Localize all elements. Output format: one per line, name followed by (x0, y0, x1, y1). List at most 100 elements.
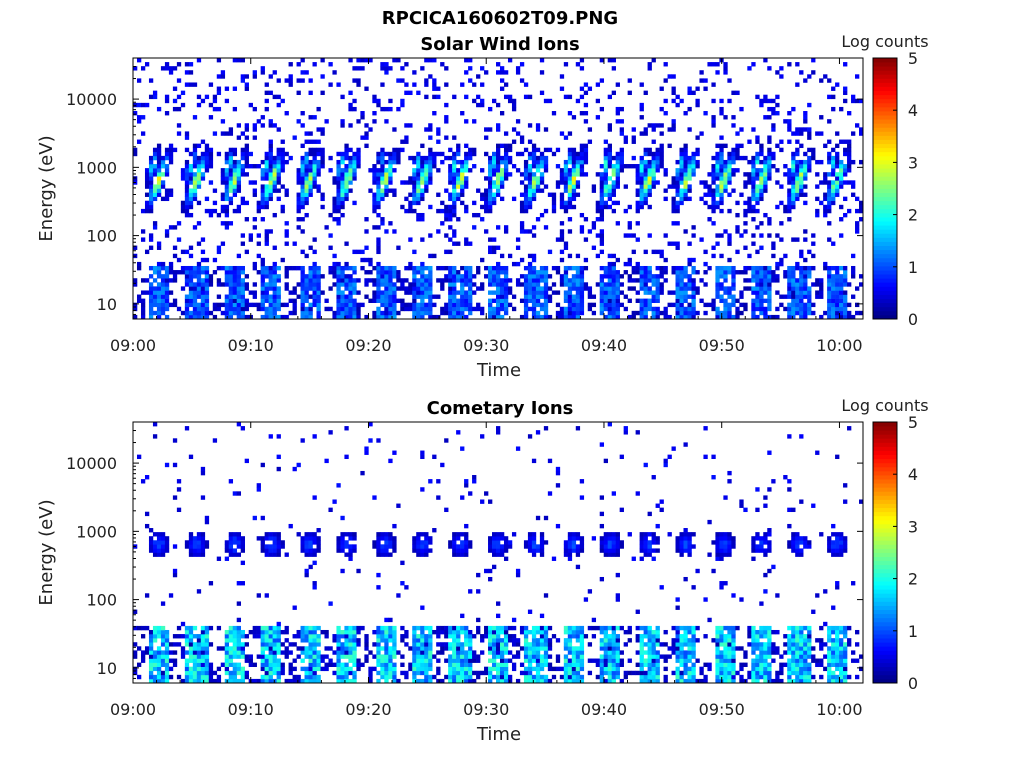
heatmap-cell (237, 544, 241, 548)
heatmap-cell (193, 225, 197, 229)
heatmap-cell (173, 495, 177, 499)
heatmap-cell (556, 266, 560, 270)
heatmap-cell (384, 540, 388, 544)
heatmap-cell (843, 274, 847, 278)
heatmap-cell (269, 176, 273, 180)
heatmap-cell (320, 131, 324, 135)
heatmap-cell (229, 630, 233, 634)
heatmap-cell (640, 180, 644, 184)
heatmap-cell (600, 299, 604, 303)
heatmap-cell (416, 213, 420, 217)
heatmap-cell (612, 254, 616, 258)
heatmap-cell (624, 140, 628, 144)
heatmap-cell (680, 274, 684, 278)
heatmap-cell (313, 262, 317, 266)
heatmap-cell (173, 303, 177, 307)
heatmap-cell (141, 237, 145, 241)
heatmap-cell (181, 634, 185, 638)
heatmap-cell (532, 225, 536, 229)
heatmap-cell (237, 646, 241, 650)
heatmap-cell (141, 626, 145, 630)
heatmap-cell (731, 270, 735, 274)
heatmap-cell (420, 311, 424, 315)
heatmap-cell (181, 103, 185, 107)
heatmap-cell (376, 168, 380, 172)
heatmap-cell (364, 123, 368, 127)
heatmap-cell (676, 286, 680, 290)
heatmap-cell (723, 144, 727, 148)
heatmap-cell (604, 164, 608, 168)
heatmap-cell (372, 168, 376, 172)
heatmap-cell (356, 659, 360, 663)
heatmap-cell (205, 520, 209, 524)
heatmap-cell (719, 152, 723, 156)
heatmap-cell (496, 311, 500, 315)
heatmap-cell (560, 250, 564, 254)
heatmap-cell (831, 295, 835, 299)
heatmap-cell (332, 205, 336, 209)
heatmap-cell (500, 299, 504, 303)
heatmap-cell (528, 95, 532, 99)
heatmap-cell (452, 184, 456, 188)
heatmap-cell (261, 205, 265, 209)
heatmap-cell (660, 160, 664, 164)
heatmap-cell (265, 536, 269, 540)
heatmap-cell (269, 119, 273, 123)
heatmap-cell (261, 626, 265, 630)
heatmap-cell (309, 540, 313, 544)
heatmap-cell (241, 58, 245, 62)
heatmap-cell (616, 172, 620, 176)
heatmap-cell (819, 180, 823, 184)
heatmap-cell (624, 307, 628, 311)
heatmap-cell (285, 646, 289, 650)
heatmap-cell (348, 630, 352, 634)
heatmap-cell (835, 131, 839, 135)
heatmap-cell (819, 201, 823, 205)
colorbar-tick-label: 2 (908, 206, 918, 225)
heatmap-cell (177, 270, 181, 274)
heatmap-cell (456, 160, 460, 164)
heatmap-cell (544, 148, 548, 152)
heatmap-cell (165, 274, 169, 278)
colorbar-segment (873, 274, 897, 278)
heatmap-cell (656, 250, 660, 254)
heatmap-cell (197, 638, 201, 642)
heatmap-cell (544, 209, 548, 213)
heatmap-cell (149, 78, 153, 82)
heatmap-cell (799, 168, 803, 172)
heatmap-cell (364, 229, 368, 233)
heatmap-cell (504, 290, 508, 294)
heatmap-cell (763, 58, 767, 62)
heatmap-cell (767, 164, 771, 168)
heatmap-cell (313, 115, 317, 119)
heatmap-cell (177, 626, 181, 630)
heatmap-cell (572, 180, 576, 184)
heatmap-cell (500, 180, 504, 184)
heatmap-cell (368, 299, 372, 303)
heatmap-cell (344, 172, 348, 176)
heatmap-cell (528, 282, 532, 286)
heatmap-cell (420, 646, 424, 650)
heatmap-cell (636, 290, 640, 294)
heatmap-cell (644, 250, 648, 254)
heatmap-cell (149, 246, 153, 250)
heatmap-cell (157, 295, 161, 299)
heatmap-cell (452, 172, 456, 176)
heatmap-cell (356, 164, 360, 168)
heatmap-cell (317, 160, 321, 164)
heatmap-cell (719, 99, 723, 103)
heatmap-cell (209, 82, 213, 86)
heatmap-cell (356, 82, 360, 86)
heatmap-cell (185, 213, 189, 217)
heatmap-cell (165, 642, 169, 646)
heatmap-cell (305, 295, 309, 299)
heatmap-cell (771, 111, 775, 115)
heatmap-cell (452, 307, 456, 311)
heatmap-cell (608, 278, 612, 282)
heatmap-cell (245, 148, 249, 152)
heatmap-cell (340, 176, 344, 180)
heatmap-cell (699, 197, 703, 201)
heatmap-cell (237, 295, 241, 299)
heatmap-cell (293, 606, 297, 610)
heatmap-cell (161, 160, 165, 164)
